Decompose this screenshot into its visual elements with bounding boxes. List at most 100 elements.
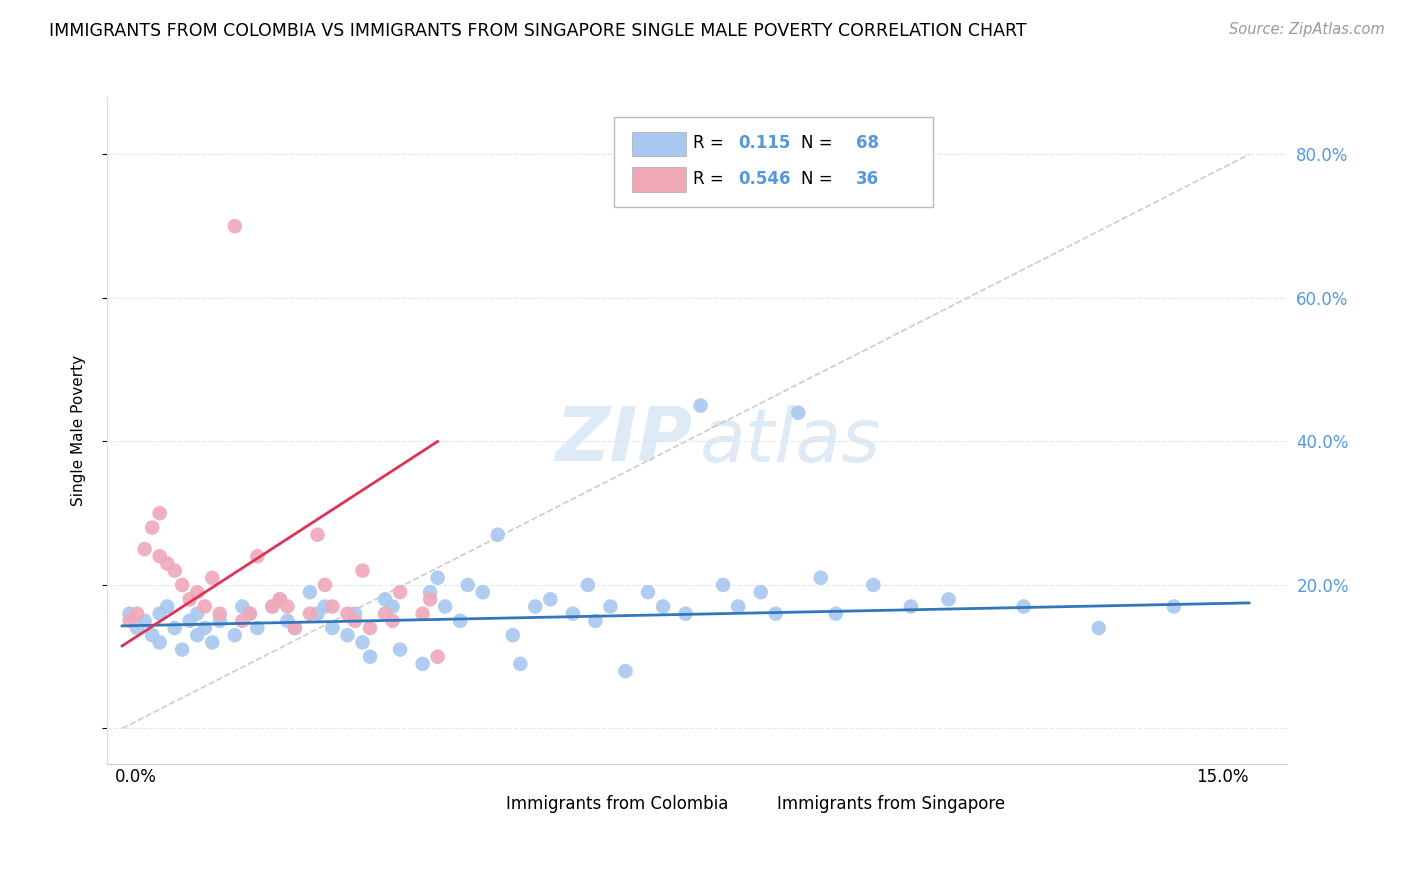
Text: atlas: atlas <box>700 405 882 476</box>
Point <box>208 614 231 628</box>
Point <box>262 599 284 614</box>
Point <box>186 628 208 642</box>
Point <box>614 664 637 678</box>
Point <box>284 621 307 635</box>
Point <box>186 585 208 599</box>
FancyBboxPatch shape <box>631 132 686 156</box>
Point <box>538 592 561 607</box>
Y-axis label: Single Male Poverty: Single Male Poverty <box>72 355 86 507</box>
Point <box>179 614 201 628</box>
Point <box>172 642 194 657</box>
FancyBboxPatch shape <box>614 117 932 207</box>
Point <box>824 607 846 621</box>
Point <box>471 585 494 599</box>
Point <box>298 585 321 599</box>
Point <box>449 614 471 628</box>
Point <box>134 614 156 628</box>
Point <box>787 406 810 420</box>
Point <box>246 621 269 635</box>
Text: 0.546: 0.546 <box>738 170 790 188</box>
Point <box>141 628 163 642</box>
Point <box>269 592 291 607</box>
Point <box>374 592 396 607</box>
Text: R =: R = <box>693 134 730 153</box>
Point <box>163 621 186 635</box>
FancyBboxPatch shape <box>631 167 686 192</box>
Point <box>419 585 441 599</box>
FancyBboxPatch shape <box>735 797 770 814</box>
Point <box>711 578 734 592</box>
Point <box>1163 599 1185 614</box>
Text: 0.115: 0.115 <box>738 134 790 153</box>
Point <box>269 592 291 607</box>
Point <box>194 599 217 614</box>
Point <box>1012 599 1035 614</box>
Point <box>127 621 149 635</box>
Point <box>389 642 412 657</box>
Point <box>118 607 141 621</box>
Point <box>727 599 749 614</box>
Text: 15.0%: 15.0% <box>1197 768 1249 786</box>
Point <box>343 614 366 628</box>
Point <box>486 527 509 541</box>
Point <box>149 635 172 649</box>
Point <box>336 607 359 621</box>
Point <box>179 592 201 607</box>
Point <box>374 607 396 621</box>
Text: IMMIGRANTS FROM COLOMBIA VS IMMIGRANTS FROM SINGAPORE SINGLE MALE POVERTY CORREL: IMMIGRANTS FROM COLOMBIA VS IMMIGRANTS F… <box>49 22 1026 40</box>
Point <box>352 564 374 578</box>
Point <box>583 614 606 628</box>
Text: 36: 36 <box>856 170 879 188</box>
Point <box>419 592 441 607</box>
Point <box>502 628 524 642</box>
Point <box>314 578 336 592</box>
Point <box>239 607 262 621</box>
Text: N =: N = <box>800 134 838 153</box>
Point <box>675 607 697 621</box>
Point <box>389 585 412 599</box>
Point <box>231 614 253 628</box>
Point <box>156 599 179 614</box>
Point <box>246 549 269 564</box>
Point <box>426 649 449 664</box>
Point <box>561 607 583 621</box>
Point <box>810 571 832 585</box>
Point <box>149 506 172 520</box>
Point <box>194 621 217 635</box>
Point <box>307 527 329 541</box>
Point <box>343 607 366 621</box>
Point <box>224 219 246 234</box>
Point <box>156 557 179 571</box>
Point <box>118 614 141 628</box>
Point <box>509 657 531 671</box>
Point <box>307 607 329 621</box>
FancyBboxPatch shape <box>464 797 501 814</box>
Point <box>276 614 298 628</box>
Text: R =: R = <box>693 170 730 188</box>
Text: Immigrants from Colombia: Immigrants from Colombia <box>506 796 728 814</box>
Text: ZIP: ZIP <box>555 404 693 477</box>
Point <box>576 578 599 592</box>
Point <box>524 599 547 614</box>
Point <box>314 599 336 614</box>
Point <box>201 635 224 649</box>
Text: 68: 68 <box>856 134 879 153</box>
Point <box>352 635 374 649</box>
Point <box>749 585 772 599</box>
Point <box>599 599 621 614</box>
Point <box>239 607 262 621</box>
Point <box>434 599 457 614</box>
Point <box>276 599 298 614</box>
Point <box>298 607 321 621</box>
Point <box>163 564 186 578</box>
Point <box>359 649 381 664</box>
Point <box>208 607 231 621</box>
Point <box>224 628 246 642</box>
Point <box>457 578 479 592</box>
Point <box>321 621 343 635</box>
Point <box>127 607 149 621</box>
Point <box>900 599 922 614</box>
Point <box>938 592 960 607</box>
Point <box>689 399 711 413</box>
Point <box>149 549 172 564</box>
